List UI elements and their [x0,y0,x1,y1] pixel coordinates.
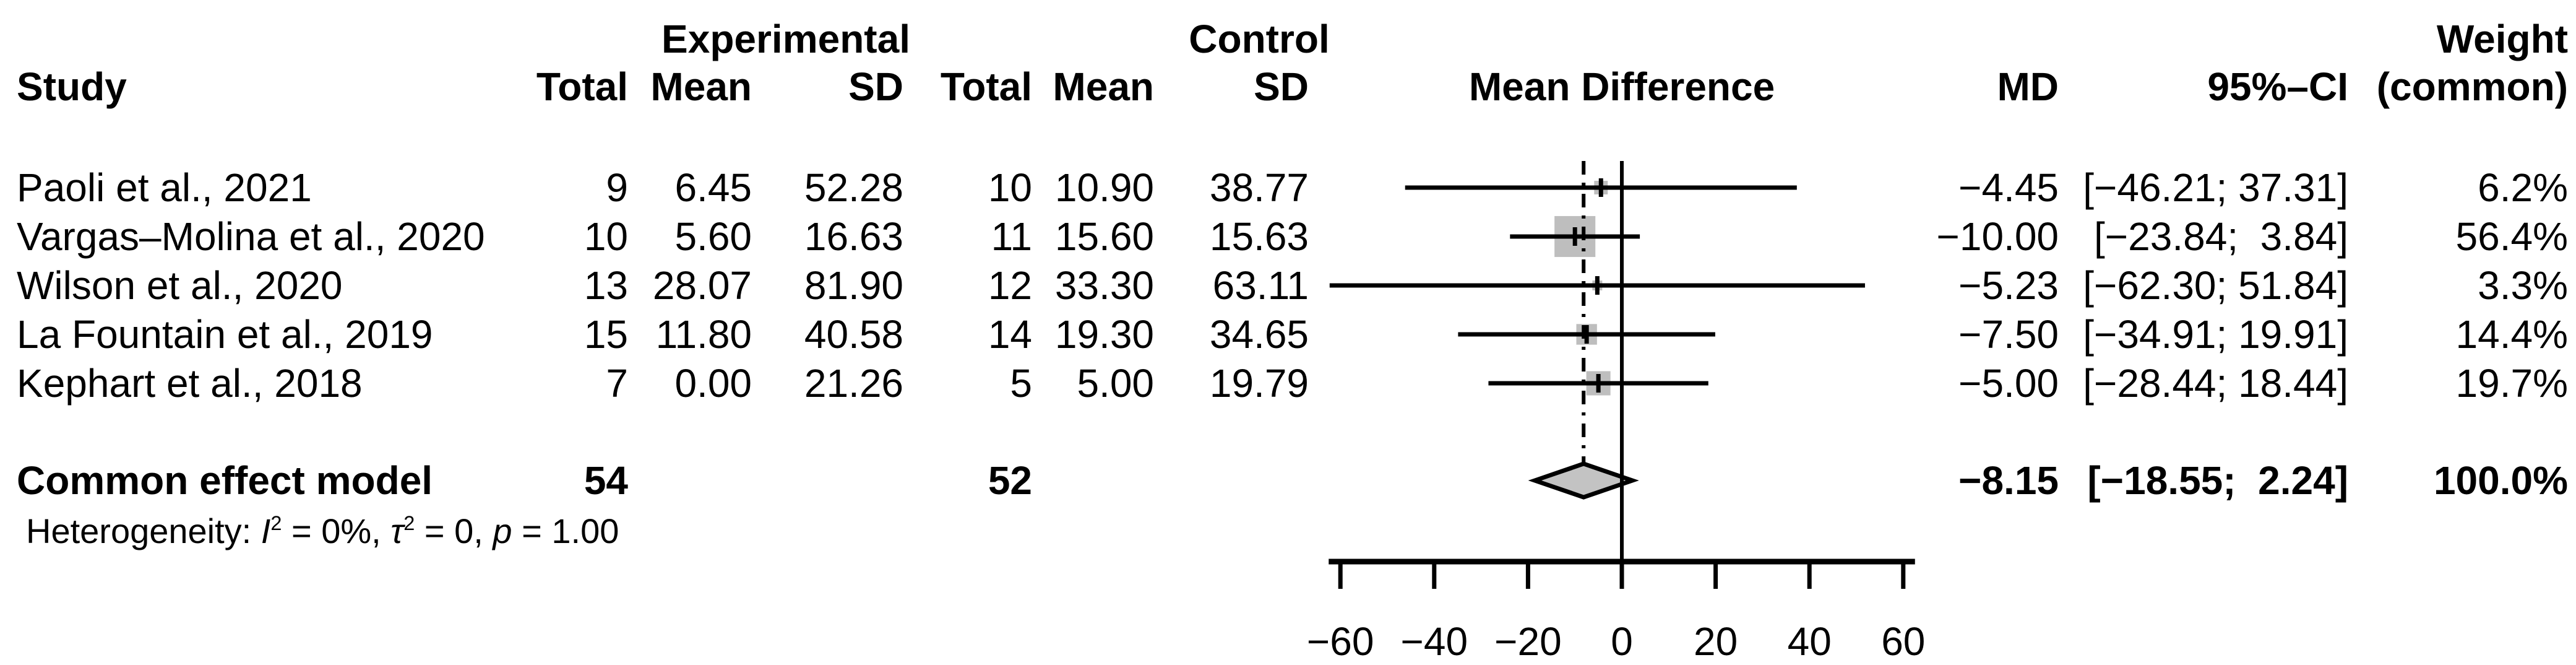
ctrl-mean-value: 10.90 [1054,165,1154,210]
exp-total-value: 15 [584,312,628,357]
ci-value: [−34.91; 19.91] [2083,312,2348,357]
x-axis-tick-label: −60 [1307,619,1374,664]
pooled-exp-total: 54 [584,458,628,503]
header-weight-line1: Weight [2436,17,2568,61]
ctrl-sd-value: 19.79 [1209,361,1309,406]
ctrl-total-value: 11 [991,214,1032,259]
exp-sd-value: 81.90 [804,263,903,308]
x-axis-tick-label: 20 [1694,619,1738,664]
weight-value: 19.7% [2455,361,2568,406]
ctrl-mean-value: 5.00 [1077,361,1154,406]
ci-value: [−28.44; 18.44] [2083,361,2348,406]
pooled-label: Common effect model [17,458,433,503]
study-label: La Fountain et al., 2019 [17,312,433,357]
weight-value: 14.4% [2455,312,2568,357]
header-experimental-group: Experimental [661,17,910,61]
het-tau-sup: 2 [403,511,415,534]
md-value: −5.23 [1958,263,2059,308]
md-value: −5.00 [1958,361,2059,406]
exp-mean-value: 11.80 [655,312,752,357]
x-axis-tick-label: −20 [1494,619,1562,664]
ci-value: [−23.84; 3.84] [2094,214,2348,259]
study-label: Paoli et al., 2021 [17,165,312,210]
het-i-sup: 2 [270,511,282,534]
x-axis-tick-label: 0 [1611,619,1633,664]
weight-value: 3.3% [2478,263,2568,308]
ci-value: [−62.30; 51.84] [2083,263,2348,308]
ctrl-total-value: 10 [988,165,1032,210]
md-value: −4.45 [1958,165,2059,210]
exp-total-value: 10 [584,214,628,259]
study-label: Kephart et al., 2018 [17,361,363,406]
ctrl-mean-value: 19.30 [1054,312,1154,357]
ctrl-sd-value: 34.65 [1209,312,1309,357]
het-prefix: Heterogeneity: [26,511,261,550]
header-ci: 95%–CI [2207,64,2348,109]
x-axis-tick-label: 60 [1881,619,1925,664]
pooled-weight-value: 100.0% [2433,458,2568,503]
ctrl-sd-value: 15.63 [1209,214,1309,259]
weight-value: 6.2% [2478,165,2568,210]
het-mid2: = 0, [415,511,493,550]
exp-sd-value: 16.63 [804,214,903,259]
x-axis-tick-label: −40 [1401,619,1468,664]
exp-sd-value: 52.28 [804,165,903,210]
het-suffix: = 1.00 [512,511,619,550]
ctrl-sd-value: 63.11 [1212,263,1309,308]
x-axis-tick-label: 40 [1788,619,1832,664]
het-i-symbol: I [261,511,271,550]
header-exp-total: Total [536,64,628,109]
header-control-group: Control [1189,17,1330,61]
ci-value: [−46.21; 37.31] [2083,165,2348,210]
heterogeneity-text: Heterogeneity: I2 = 0%, τ2 = 0, p = 1.00 [26,511,619,550]
header-md: MD [1997,64,2059,109]
ctrl-total-value: 5 [1010,361,1032,406]
ctrl-total-value: 12 [988,263,1032,308]
ctrl-sd-value: 38.77 [1209,165,1309,210]
exp-total-value: 7 [606,361,628,406]
exp-total-value: 9 [606,165,628,210]
header-weight-line2: (common) [2376,64,2568,109]
exp-sd-value: 40.58 [804,312,903,357]
het-tau-symbol: τ [390,511,404,550]
exp-mean-value: 5.60 [674,214,752,259]
ctrl-mean-value: 33.30 [1054,263,1154,308]
het-mid1: = 0%, [282,511,391,550]
ctrl-mean-value: 15.60 [1054,214,1154,259]
pooled-ci-value: [−18.55; 2.24] [2087,458,2348,503]
study-label: Wilson et al., 2020 [17,263,343,308]
header-exp-sd: SD [848,64,903,109]
het-p-symbol: p [493,511,512,550]
pooled-md-value: −8.15 [1958,458,2059,503]
weight-value: 56.4% [2455,214,2568,259]
header-exp-mean: Mean [650,64,752,109]
exp-sd-value: 21.26 [804,361,903,406]
header-ctrl-mean: Mean [1053,64,1154,109]
header-ctrl-sd: SD [1254,64,1309,109]
header-mean-difference: Mean Difference [1468,64,1775,109]
exp-total-value: 13 [584,263,628,308]
pooled-ctrl-total: 52 [988,458,1032,503]
md-value: −7.50 [1958,312,2059,357]
exp-mean-value: 6.45 [674,165,752,210]
header-study: Study [17,64,127,109]
header-ctrl-total: Total [940,64,1032,109]
md-value: −10.00 [1936,214,2059,259]
pooled-diamond [1528,461,1639,500]
exp-mean-value: 0.00 [674,361,752,406]
ctrl-total-value: 14 [988,312,1032,357]
exp-mean-value: 28.07 [652,263,752,308]
study-label: Vargas–Molina et al., 2020 [17,214,485,259]
